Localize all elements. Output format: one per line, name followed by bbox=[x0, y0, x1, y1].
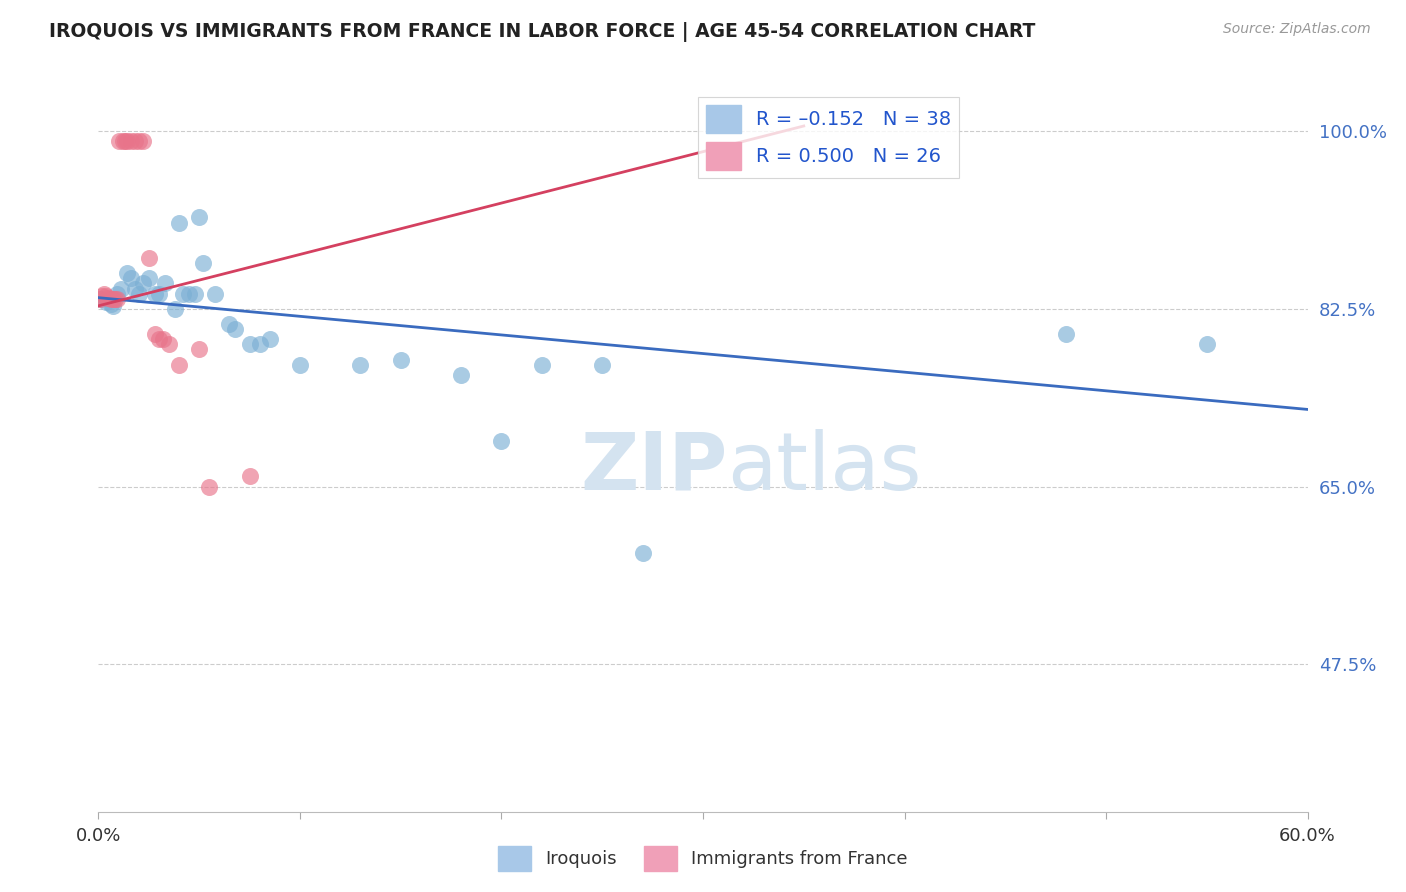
Point bbox=[138, 251, 160, 265]
Point bbox=[89, 292, 111, 306]
Point bbox=[110, 281, 132, 295]
Point bbox=[105, 286, 128, 301]
Point bbox=[96, 294, 118, 309]
Legend: Iroquois, Immigrants from France: Iroquois, Immigrants from France bbox=[491, 838, 915, 879]
Point bbox=[631, 546, 654, 560]
Point bbox=[163, 301, 186, 316]
Point bbox=[157, 337, 180, 351]
Point bbox=[450, 368, 472, 382]
Point bbox=[591, 358, 613, 372]
Point bbox=[148, 332, 170, 346]
Point bbox=[107, 134, 129, 148]
Point bbox=[184, 286, 207, 301]
Point bbox=[138, 271, 160, 285]
Text: IROQUOIS VS IMMIGRANTS FROM FRANCE IN LABOR FORCE | AGE 45-54 CORRELATION CHART: IROQUOIS VS IMMIGRANTS FROM FRANCE IN LA… bbox=[49, 22, 1036, 42]
Point bbox=[188, 211, 211, 225]
Text: atlas: atlas bbox=[727, 429, 921, 507]
Point bbox=[115, 266, 138, 280]
Point bbox=[128, 286, 150, 301]
Point bbox=[218, 317, 240, 331]
Point bbox=[96, 288, 118, 302]
Point bbox=[249, 337, 271, 351]
Text: ZIP: ZIP bbox=[579, 429, 727, 507]
Point bbox=[124, 134, 146, 148]
Legend: R = –0.152   N = 38, R = 0.500   N = 26: R = –0.152 N = 38, R = 0.500 N = 26 bbox=[697, 97, 959, 178]
Point bbox=[120, 271, 142, 285]
Point bbox=[148, 286, 170, 301]
Point bbox=[198, 480, 221, 494]
Point bbox=[259, 332, 281, 346]
Point bbox=[103, 292, 125, 306]
Point bbox=[179, 286, 201, 301]
Point bbox=[239, 469, 262, 483]
Point bbox=[101, 299, 124, 313]
Point bbox=[143, 286, 166, 301]
Point bbox=[93, 286, 115, 301]
Point bbox=[491, 434, 513, 448]
Point bbox=[89, 292, 111, 306]
Point bbox=[172, 286, 194, 301]
Point bbox=[193, 256, 215, 270]
Point bbox=[188, 343, 211, 357]
Point bbox=[1054, 327, 1077, 342]
Point bbox=[114, 134, 136, 148]
Point bbox=[124, 281, 146, 295]
Point bbox=[349, 358, 371, 372]
Point bbox=[204, 286, 226, 301]
Point bbox=[101, 292, 124, 306]
Point bbox=[389, 352, 412, 367]
Point bbox=[153, 277, 176, 291]
Point bbox=[152, 332, 174, 346]
Point bbox=[167, 358, 190, 372]
Point bbox=[91, 288, 114, 302]
Point bbox=[100, 292, 122, 306]
Point bbox=[132, 277, 155, 291]
Text: Source: ZipAtlas.com: Source: ZipAtlas.com bbox=[1223, 22, 1371, 37]
Point bbox=[132, 134, 155, 148]
Point bbox=[1195, 337, 1218, 351]
Point bbox=[530, 358, 553, 372]
Point bbox=[120, 134, 142, 148]
Point bbox=[143, 327, 166, 342]
Point bbox=[111, 134, 134, 148]
Point bbox=[224, 322, 246, 336]
Point bbox=[167, 215, 190, 229]
Point bbox=[97, 291, 120, 305]
Point bbox=[239, 337, 262, 351]
Point bbox=[288, 358, 311, 372]
Point bbox=[100, 297, 122, 311]
Point bbox=[105, 292, 128, 306]
Point bbox=[128, 134, 150, 148]
Point bbox=[115, 134, 138, 148]
